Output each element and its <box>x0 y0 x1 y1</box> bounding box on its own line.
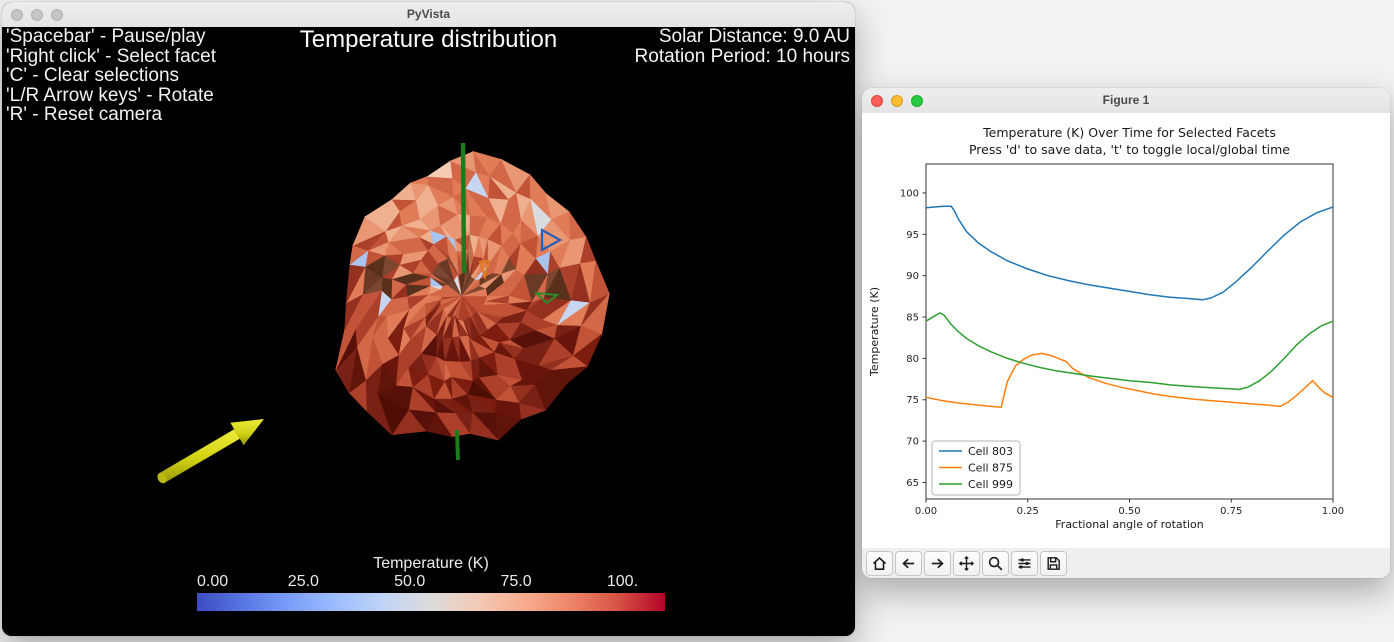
asteroid-scene[interactable] <box>2 27 855 636</box>
svg-text:Cell 875: Cell 875 <box>968 461 1013 474</box>
zoom-button[interactable] <box>911 95 923 107</box>
shortcut-line: 'R' - Reset camera <box>6 104 163 125</box>
svg-text:Fractional angle of rotation: Fractional angle of rotation <box>1055 518 1203 531</box>
pyvista-traffic-lights <box>11 9 63 21</box>
shortcut-help: 'Spacebar' - Pause/play 'Right click' - … <box>6 27 216 125</box>
shortcut-line: 'C' - Clear selections <box>6 65 180 86</box>
magnifier-icon <box>988 556 1003 570</box>
chart-legend: Cell 803 Cell 875 Cell 999 <box>931 440 1021 496</box>
toolbar-save-button[interactable] <box>1040 550 1067 576</box>
svg-text:90: 90 <box>906 271 919 282</box>
colorbar-tick-label: 75.0 <box>500 573 532 590</box>
toolbar-home-button[interactable] <box>866 550 893 576</box>
svg-text:0.25: 0.25 <box>1017 506 1039 517</box>
svg-text:85: 85 <box>906 313 919 324</box>
selected-facet-cell-875 <box>478 259 491 281</box>
shortcut-line: 'Spacebar' - Pause/play <box>6 26 206 47</box>
svg-text:0.50: 0.50 <box>1118 506 1140 517</box>
zoom-button[interactable] <box>51 9 63 21</box>
colorbar-tick-label: 100. <box>606 573 639 590</box>
scene-title: Temperature distribution <box>299 26 558 53</box>
svg-text:95: 95 <box>906 230 919 241</box>
svg-text:80: 80 <box>906 354 919 365</box>
selected-facet-cell-803 <box>540 228 563 252</box>
svg-text:1.00: 1.00 <box>1322 506 1344 517</box>
minimize-button[interactable] <box>891 95 903 107</box>
svg-text:0.00: 0.00 <box>915 506 937 517</box>
svg-text:Temperature (K) Over Time for: Temperature (K) Over Time for Selected F… <box>982 125 1276 140</box>
colorbar: Temperature (K) 0.00 25.0 50.0 75.0 100. <box>197 556 665 611</box>
svg-text:Cell 999: Cell 999 <box>968 478 1013 491</box>
forward-arrow-icon <box>931 558 944 568</box>
asteroid-mesh <box>335 150 610 441</box>
svg-text:65: 65 <box>906 478 919 489</box>
close-button[interactable] <box>871 95 883 107</box>
toolbar-back-button[interactable] <box>895 550 922 576</box>
pyvista-window-title: PyVista <box>406 7 451 21</box>
save-icon <box>1047 556 1060 570</box>
selected-facet-outlines <box>478 228 563 305</box>
figure-window-title: Figure 1 <box>1102 93 1150 107</box>
selected-facet-cell-999 <box>533 291 560 305</box>
figure-traffic-lights <box>871 95 923 107</box>
pan-icon <box>958 555 975 571</box>
sliders-icon <box>1018 557 1031 569</box>
colorbar-title: Temperature (K) <box>373 555 489 572</box>
shortcut-line: 'L/R Arrow keys' - Rotate <box>6 84 214 106</box>
svg-text:Press 'd' to save data, 't' to: Press 'd' to save data, 't' to toggle lo… <box>969 142 1290 157</box>
svg-text:0.75: 0.75 <box>1220 506 1242 517</box>
solar-distance-text: Solar Distance: 9.0 AU <box>658 26 850 47</box>
toolbar-configure-subplots-button[interactable] <box>1011 550 1038 576</box>
line-chart: Temperature (K) Over Time for Selected F… <box>868 125 1344 531</box>
figure-canvas[interactable]: Temperature (K) Over Time for Selected F… <box>862 113 1390 548</box>
rotation-axis <box>455 142 467 461</box>
back-arrow-icon <box>902 558 915 568</box>
minimize-button[interactable] <box>31 9 43 21</box>
shortcut-line: 'Right click' - Select facet <box>6 45 216 67</box>
pyvista-viewport[interactable]: 'Spacebar' - Pause/play 'Right click' - … <box>2 26 855 636</box>
toolbar-zoom-button[interactable] <box>982 550 1009 576</box>
rotation-period-text: Rotation Period: 10 hours <box>634 46 850 67</box>
close-button[interactable] <box>11 9 23 21</box>
colorbar-tick-label: 0.00 <box>197 573 229 590</box>
colorbar-tick-label: 50.0 <box>394 573 426 590</box>
sun-direction-arrow <box>157 419 264 484</box>
figure-titlebar[interactable]: Figure 1 <box>862 88 1390 114</box>
figure-toolbar <box>862 548 1390 578</box>
colorbar-tick-label: 25.0 <box>287 573 319 590</box>
home-icon <box>872 556 887 570</box>
toolbar-forward-button[interactable] <box>924 550 951 576</box>
toolbar-pan-button[interactable] <box>953 550 980 576</box>
svg-text:100: 100 <box>900 188 919 199</box>
colorbar-gradient <box>197 593 665 611</box>
figure-window: Figure 1 Temperature (K) Over Time for S… <box>862 88 1390 578</box>
svg-text:75: 75 <box>906 395 919 406</box>
svg-text:Cell 803: Cell 803 <box>968 445 1013 458</box>
simulation-info: Solar Distance: 9.0 AU Rotation Period: … <box>635 27 850 67</box>
svg-text:Temperature (K): Temperature (K) <box>868 287 881 377</box>
svg-text:70: 70 <box>906 437 919 448</box>
pyvista-titlebar[interactable]: PyVista <box>2 2 855 28</box>
colorbar-tick-labels: 0.00 25.0 50.0 75.0 100. <box>197 573 665 590</box>
pyvista-window: PyVista 'Spacebar' - Pause/play 'Right c… <box>2 2 855 636</box>
